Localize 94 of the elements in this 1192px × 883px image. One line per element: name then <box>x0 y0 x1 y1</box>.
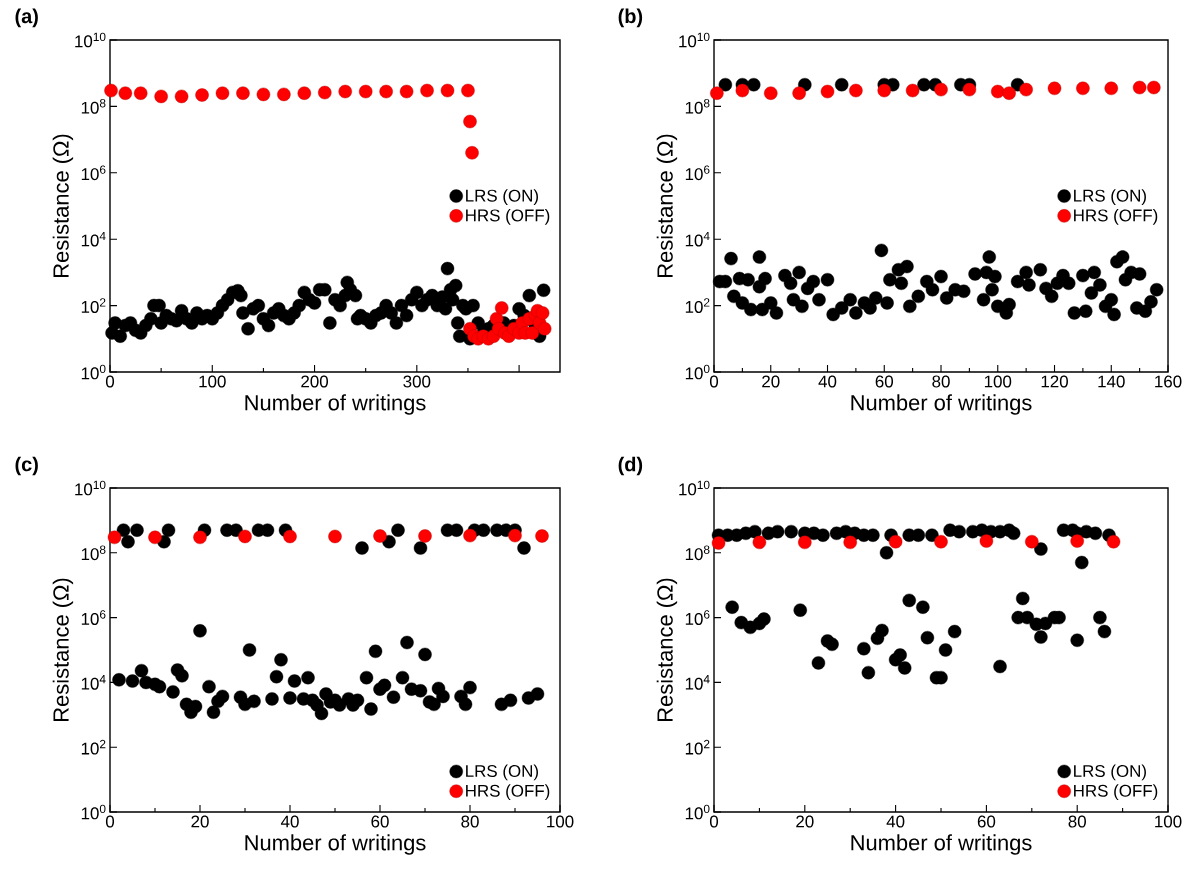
point <box>463 114 477 129</box>
y-tick-label: 10$^{6}$ <box>685 610 710 625</box>
point <box>133 86 148 100</box>
point <box>195 88 209 102</box>
point <box>399 84 414 99</box>
y-tick-label: 10$^{10}$ <box>679 480 710 496</box>
x-tick-label: 100 <box>547 815 574 828</box>
chart-title: (c) <box>15 456 38 476</box>
point <box>420 83 434 98</box>
x-tick-label: 40 <box>818 375 837 388</box>
point <box>236 86 250 100</box>
legend-label: LRS (ON) <box>1074 189 1146 206</box>
y-axis-title: Resistance (Ω) <box>656 134 678 277</box>
y-tick-label: 10$^{0}$ <box>685 364 710 380</box>
y-tick-label: 10$^{6}$ <box>685 165 710 181</box>
legend-label: LRS (ON) <box>466 764 538 781</box>
point <box>297 86 312 100</box>
x-tick-label: 0 <box>709 815 719 828</box>
point <box>118 86 133 100</box>
chart-title: (a) <box>15 8 38 28</box>
x-tick-label: 20 <box>191 815 209 828</box>
point <box>154 89 168 104</box>
y-tick-label: 10$^{2}$ <box>685 739 710 755</box>
y-tick-label: 10$^{2}$ <box>81 298 106 313</box>
point <box>338 84 352 99</box>
point <box>495 301 509 315</box>
y-axis-title: Resistance (Ω) <box>52 134 74 277</box>
x-tick-label: 100 <box>984 375 1012 388</box>
y-tick-label: 10$^{10}$ <box>75 32 106 48</box>
y-tick-label: 10$^{0}$ <box>81 804 106 820</box>
legend-label: LRS (ON) <box>466 189 538 206</box>
x-tick-label: 60 <box>875 375 894 388</box>
y-tick-label: 10$^{4}$ <box>685 675 710 690</box>
y-tick-label: 10$^{2}$ <box>685 298 710 313</box>
point <box>174 89 189 104</box>
x-axis-title: Number of writings <box>245 394 426 415</box>
legend-label: HRS (OFF) <box>1074 784 1158 801</box>
x-tick-label: 0 <box>105 375 115 388</box>
x-tick-label: 120 <box>1041 375 1068 388</box>
x-tick-label: 0 <box>105 815 115 828</box>
y-axis-title: Resistance (Ω) <box>52 578 74 721</box>
point <box>358 84 373 99</box>
y-tick-label: 10$^{4}$ <box>685 231 710 247</box>
legend-label: HRS (OFF) <box>466 208 550 225</box>
y-tick-label: 10$^{8}$ <box>685 545 710 561</box>
y-tick-label: 10$^{0}$ <box>81 364 106 380</box>
point <box>277 87 291 102</box>
point <box>461 83 475 98</box>
x-tick-label: 300 <box>403 375 431 388</box>
point <box>525 326 540 340</box>
y-tick-label: 10$^{10}$ <box>75 480 106 496</box>
legend-label: HRS (OFF) <box>466 784 550 801</box>
x-tick-label: 20 <box>796 815 814 828</box>
y-tick-label: 10$^{10}$ <box>679 32 710 48</box>
chart-title: (b) <box>618 8 643 28</box>
x-tick-label: 40 <box>280 815 299 828</box>
x-tick-label: 100 <box>199 375 226 388</box>
y-tick-label: 10$^{2}$ <box>81 739 106 755</box>
point <box>535 306 550 320</box>
x-tick-label: 60 <box>977 815 996 828</box>
point <box>537 322 552 336</box>
x-axis-title: Number of writings <box>851 834 1032 855</box>
point <box>104 83 118 98</box>
x-tick-label: 200 <box>301 375 329 388</box>
x-tick-label: 40 <box>886 815 905 828</box>
y-tick-label: 10$^{8}$ <box>685 99 710 114</box>
point <box>379 84 393 99</box>
legend-label: HRS (OFF) <box>1074 208 1158 225</box>
y-tick-label: 10$^{8}$ <box>81 545 106 561</box>
x-tick-label: 160 <box>1155 375 1182 388</box>
y-tick-label: 10$^{8}$ <box>81 99 106 114</box>
y-tick-label: 10$^{6}$ <box>81 165 106 181</box>
y-tick-label: 10$^{4}$ <box>81 675 106 690</box>
x-tick-label: 80 <box>461 815 479 828</box>
point <box>465 146 479 160</box>
x-axis-title: Number of writings <box>245 834 426 855</box>
x-tick-label: 80 <box>932 375 950 388</box>
x-axis-title: Number of writings <box>851 394 1032 415</box>
x-tick-label: 80 <box>1068 815 1086 828</box>
point <box>256 87 271 102</box>
x-tick-label: 0 <box>709 375 719 388</box>
y-tick-label: 10$^{4}$ <box>81 231 106 247</box>
y-tick-label: 10$^{6}$ <box>81 610 106 625</box>
point <box>318 85 332 100</box>
x-tick-label: 60 <box>371 815 389 828</box>
y-tick-label: 10$^{0}$ <box>685 804 710 820</box>
point <box>215 86 230 100</box>
x-tick-label: 140 <box>1098 375 1125 388</box>
x-tick-label: 100 <box>1155 815 1182 828</box>
point <box>440 83 455 98</box>
chart-title: (d) <box>618 456 643 476</box>
y-axis-title: Resistance (Ω) <box>656 578 678 721</box>
legend-label: LRS (ON) <box>1074 764 1146 781</box>
x-tick-label: 20 <box>762 375 780 388</box>
